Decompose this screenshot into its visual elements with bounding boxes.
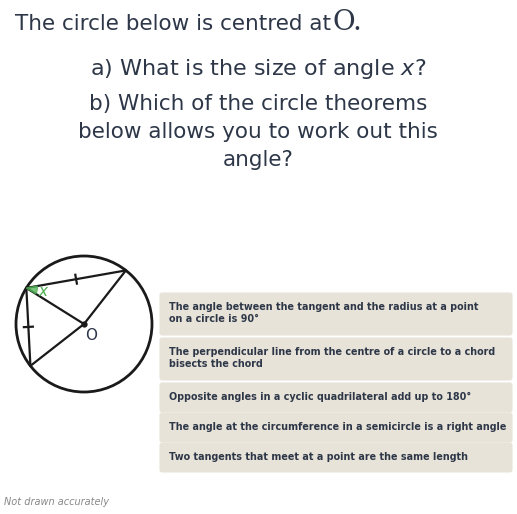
Text: The perpendicular line from the centre of a circle to a chord
bisects the chord: The perpendicular line from the centre o… <box>169 346 495 370</box>
Text: The angle at the circumference in a semicircle is a right angle: The angle at the circumference in a semi… <box>169 421 506 431</box>
Text: The angle between the tangent and the radius at a point
on a circle is 90°: The angle between the tangent and the ra… <box>169 302 479 324</box>
Text: b) Which of the circle theorems
below allows you to work out this
angle?: b) Which of the circle theorems below al… <box>78 94 438 170</box>
Text: Opposite angles in a cyclic quadrilateral add up to 180°: Opposite angles in a cyclic quadrilatera… <box>169 392 472 401</box>
Wedge shape <box>26 286 37 294</box>
FancyBboxPatch shape <box>160 292 512 336</box>
Text: $x$: $x$ <box>38 284 50 299</box>
Text: Not drawn accurately: Not drawn accurately <box>4 497 109 507</box>
Text: The circle below is centred at: The circle below is centred at <box>15 14 338 34</box>
FancyBboxPatch shape <box>160 443 512 472</box>
FancyBboxPatch shape <box>160 338 512 380</box>
FancyBboxPatch shape <box>160 382 512 413</box>
Text: Two tangents that meet at a point are the same length: Two tangents that meet at a point are th… <box>169 451 468 462</box>
Text: a) What is the size of angle $x$?: a) What is the size of angle $x$? <box>90 57 426 81</box>
FancyBboxPatch shape <box>160 413 512 443</box>
Text: O.: O. <box>332 9 362 36</box>
Text: O: O <box>85 327 97 342</box>
